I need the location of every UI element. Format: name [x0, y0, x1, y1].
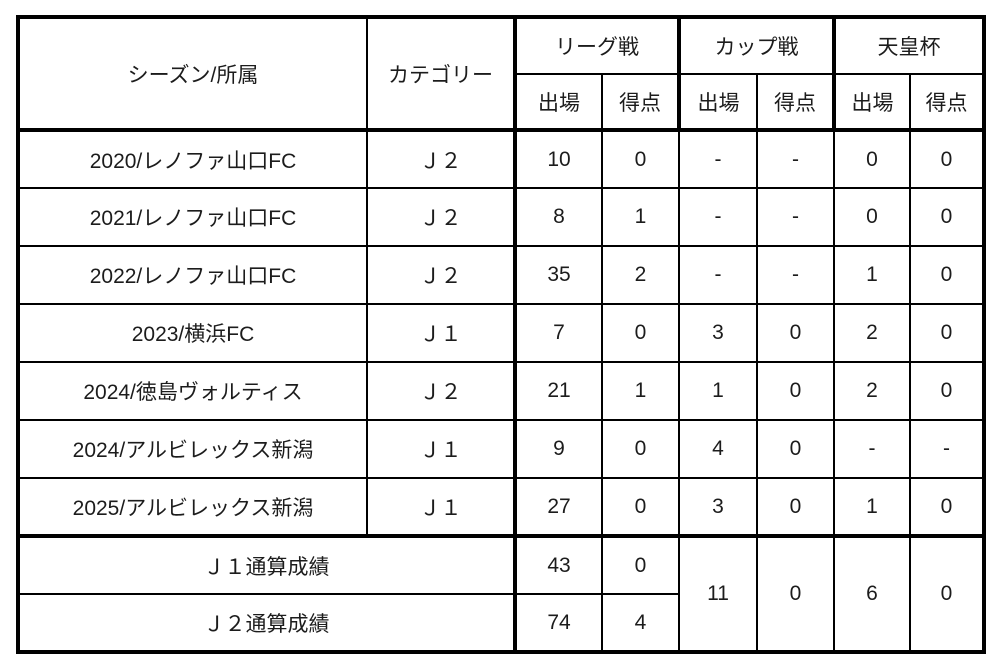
- season-club-cell: 2025/アルビレックス新潟: [17, 477, 368, 537]
- header-emperor-cup-group-cell: 天皇杯: [832, 16, 985, 75]
- category-cell: Ｊ１: [366, 419, 516, 479]
- category-cell: Ｊ２: [366, 129, 516, 189]
- category-cell: Ｊ１: [366, 303, 516, 363]
- cup-goals-cell: -: [756, 129, 835, 189]
- season-row-2021: 2021/レノファ山口FC Ｊ２ 8 1 - - 0 0: [17, 187, 985, 247]
- cup-total-goals-cell: 0: [756, 534, 835, 653]
- header-cup-group-cell: カップ戦: [677, 16, 835, 75]
- season-club-cell: 2024/アルビレックス新潟: [17, 419, 368, 479]
- emperor-total-goals-cell: 0: [909, 534, 985, 653]
- j1-total-league-apps-cell: 43: [513, 534, 603, 595]
- cup-goals-cell: 0: [756, 477, 835, 537]
- j2-total-league-goals-cell: 4: [601, 593, 680, 653]
- cup-apps-cell: -: [678, 187, 758, 247]
- emperor-total-apps-cell: 6: [833, 534, 911, 653]
- league-apps-cell: 9: [513, 419, 603, 479]
- emperor-goals-cell: -: [909, 419, 985, 479]
- emperor-apps-cell: 2: [833, 361, 911, 421]
- total-row-j1: Ｊ１通算成績 43 0 11 0 6 0: [17, 534, 985, 653]
- header-row-groups: シーズン/所属 カテゴリー リーグ戦 カップ戦 天皇杯: [17, 16, 985, 132]
- league-apps-cell: 7: [513, 303, 603, 363]
- cup-apps-cell: 3: [678, 303, 758, 363]
- season-row-2023: 2023/横浜FC Ｊ１ 7 0 3 0 2 0: [17, 303, 985, 363]
- emperor-goals-cell: 0: [909, 477, 985, 537]
- category-cell: Ｊ２: [366, 245, 516, 305]
- header-cup-apps-cell: 出場: [677, 73, 758, 132]
- season-club-cell: 2022/レノファ山口FC: [17, 245, 368, 305]
- cup-goals-cell: -: [756, 245, 835, 305]
- emperor-apps-cell: 1: [833, 477, 911, 537]
- emperor-apps-cell: 2: [833, 303, 911, 363]
- header-emperor-goals-cell: 得点: [909, 73, 985, 132]
- cup-apps-cell: 1: [678, 361, 758, 421]
- cup-apps-cell: -: [678, 245, 758, 305]
- emperor-goals-cell: 0: [909, 129, 985, 189]
- header-emperor-apps-cell: 出場: [832, 73, 911, 132]
- emperor-goals-cell: 0: [909, 361, 985, 421]
- emperor-goals-cell: 0: [909, 303, 985, 363]
- category-cell: Ｊ２: [366, 361, 516, 421]
- season-row-2025: 2025/アルビレックス新潟 Ｊ１ 27 0 3 0 1 0: [17, 477, 985, 537]
- season-club-cell: 2020/レノファ山口FC: [17, 129, 368, 189]
- cup-apps-cell: 3: [678, 477, 758, 537]
- cup-apps-cell: -: [678, 129, 758, 189]
- league-goals-cell: 0: [601, 477, 680, 537]
- cup-total-apps-cell: 11: [678, 534, 758, 653]
- league-goals-cell: 0: [601, 303, 680, 363]
- category-cell: Ｊ１: [366, 477, 516, 537]
- j2-total-league-apps-cell: 74: [513, 593, 603, 653]
- total-row-j2: Ｊ２通算成績 74 4: [17, 593, 984, 653]
- cup-goals-cell: 0: [756, 303, 835, 363]
- cup-goals-cell: -: [756, 187, 835, 247]
- season-row-2024-tokushima: 2024/徳島ヴォルティス Ｊ２ 21 1 1 0 2 0: [17, 361, 985, 421]
- cup-goals-cell: 0: [756, 361, 835, 421]
- season-row-2024-albirex: 2024/アルビレックス新潟 Ｊ１ 9 0 4 0 - -: [17, 419, 985, 479]
- season-club-cell: 2021/レノファ山口FC: [17, 187, 368, 247]
- league-goals-cell: 0: [601, 129, 680, 189]
- header-league-group-cell: リーグ戦: [513, 16, 680, 75]
- emperor-apps-cell: -: [833, 419, 911, 479]
- emperor-goals-cell: 0: [909, 245, 985, 305]
- season-club-cell: 2024/徳島ヴォルティス: [17, 361, 368, 421]
- header-category-cell: カテゴリー: [366, 16, 516, 132]
- league-apps-cell: 27: [513, 477, 603, 537]
- league-goals-cell: 1: [601, 361, 680, 421]
- j2-total-label-cell: Ｊ２通算成績: [17, 593, 516, 653]
- j1-total-league-goals-cell: 0: [601, 534, 680, 595]
- emperor-goals-cell: 0: [909, 187, 985, 247]
- league-goals-cell: 2: [601, 245, 680, 305]
- career-stats-table: シーズン/所属 カテゴリー リーグ戦 カップ戦 天皇杯 出場 得点 出場 得点 …: [16, 15, 986, 654]
- cup-apps-cell: 4: [678, 419, 758, 479]
- header-cup-goals-cell: 得点: [756, 73, 835, 132]
- header-season-club-cell: シーズン/所属: [17, 16, 368, 132]
- season-row-2020: 2020/レノファ山口FC Ｊ２ 10 0 - - 0 0: [17, 129, 985, 189]
- league-apps-cell: 21: [513, 361, 603, 421]
- emperor-apps-cell: 0: [833, 187, 911, 247]
- category-cell: Ｊ２: [366, 187, 516, 247]
- season-club-cell: 2023/横浜FC: [17, 303, 368, 363]
- header-row-sub: 出場 得点 出場 得点 出場 得点: [18, 73, 985, 132]
- league-apps-cell: 35: [513, 245, 603, 305]
- season-row-2022: 2022/レノファ山口FC Ｊ２ 35 2 - - 1 0: [17, 245, 985, 305]
- league-goals-cell: 0: [601, 419, 680, 479]
- emperor-apps-cell: 0: [833, 129, 911, 189]
- emperor-apps-cell: 1: [833, 245, 911, 305]
- cup-goals-cell: 0: [756, 419, 835, 479]
- league-goals-cell: 1: [601, 187, 680, 247]
- header-league-goals-cell: 得点: [601, 73, 680, 132]
- league-apps-cell: 8: [513, 187, 603, 247]
- j1-total-label-cell: Ｊ１通算成績: [17, 534, 516, 595]
- league-apps-cell: 10: [513, 129, 603, 189]
- header-league-apps-cell: 出場: [513, 73, 603, 132]
